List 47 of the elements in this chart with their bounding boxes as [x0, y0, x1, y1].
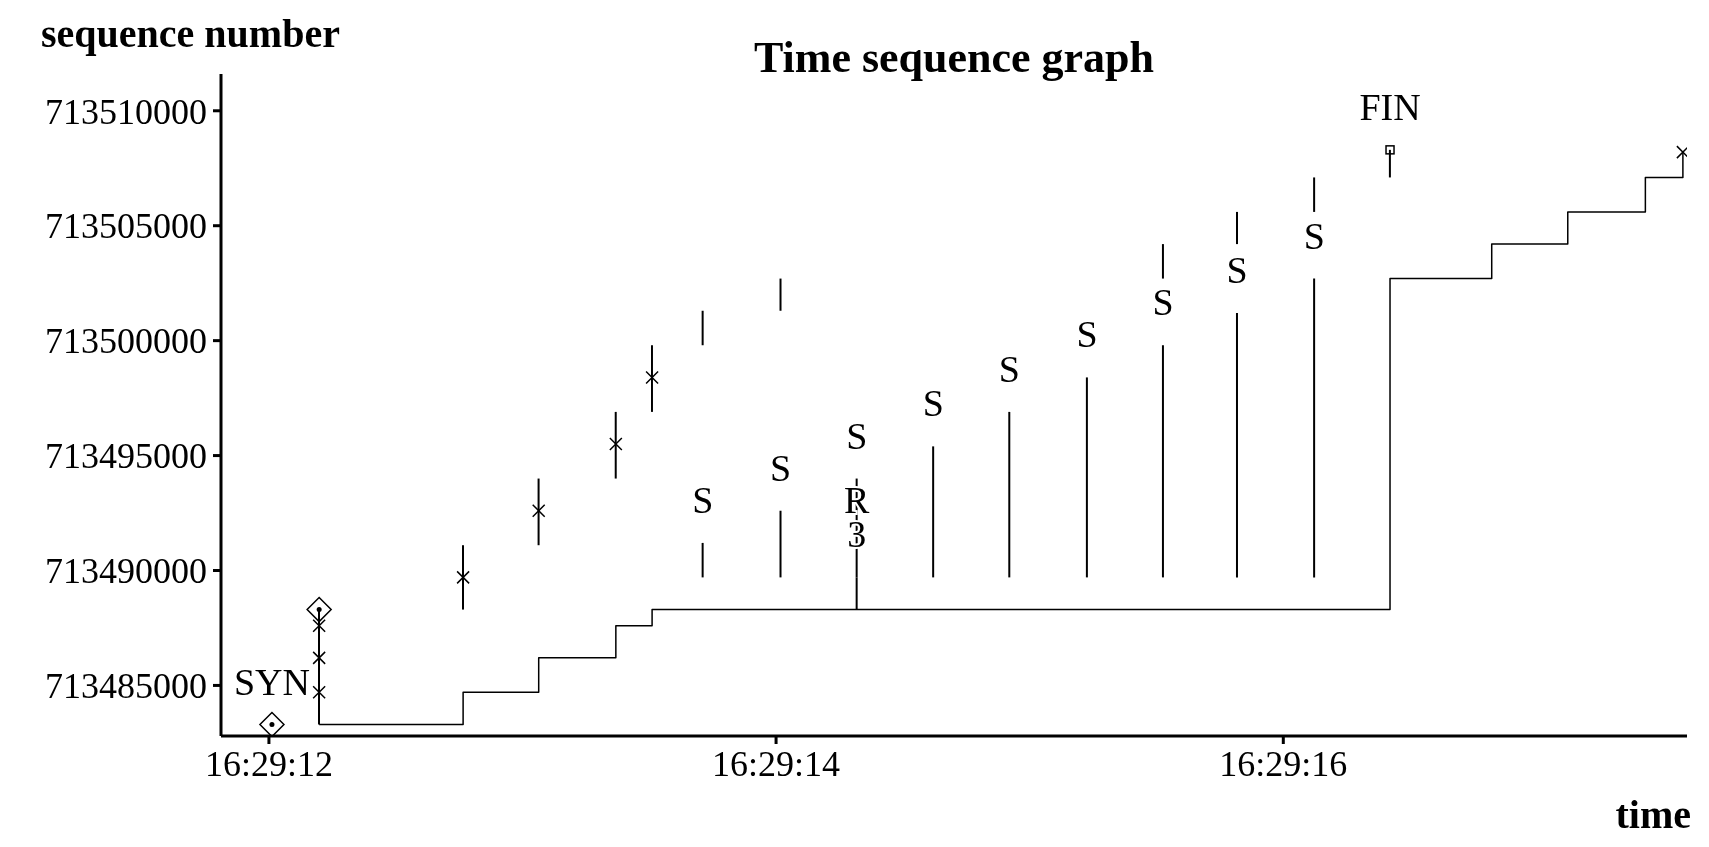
y-tick-label: 713510000: [45, 91, 207, 132]
point: [531, 503, 546, 518]
point: [312, 651, 326, 665]
bar: [701, 542, 704, 578]
annotation: S: [1226, 249, 1248, 292]
y-tick-label: 713500000: [45, 321, 207, 362]
x-tick-label: 16:29:14: [712, 743, 841, 784]
annotation: S: [692, 478, 714, 521]
point: [609, 437, 623, 451]
chart-title: Time sequence graph: [753, 33, 1155, 82]
annotation: SYN: [233, 660, 310, 703]
annotation: S: [922, 382, 944, 425]
bar: [1235, 211, 1238, 245]
annotation: S: [1076, 313, 1098, 356]
x-axis-title: time: [1615, 791, 1691, 838]
point: [312, 685, 326, 700]
bar: [1313, 278, 1316, 578]
bar: [1235, 313, 1238, 578]
point: [312, 618, 326, 633]
x-tick-label: 16:29:16: [1219, 743, 1348, 784]
y-tick-label: 713485000: [45, 666, 207, 707]
bar: [1085, 377, 1088, 578]
point: [259, 711, 285, 736]
y-tick-label: 713490000: [45, 551, 207, 592]
y-tick-label: 713505000: [45, 206, 207, 247]
y-axis-title: sequence number: [41, 10, 340, 57]
bar: [779, 278, 782, 311]
point: [456, 570, 470, 585]
bar: [1313, 177, 1316, 212]
annotation: S: [998, 347, 1020, 390]
bar: [1161, 345, 1164, 578]
annotation: FIN: [1359, 85, 1421, 128]
bar: [779, 510, 782, 578]
y-tick-label: 713495000: [45, 436, 207, 477]
bar: [701, 310, 704, 346]
bar: [1161, 244, 1164, 279]
point: [645, 370, 659, 385]
annotation: S: [770, 446, 792, 489]
bar: [1008, 411, 1011, 578]
bar: [1388, 149, 1391, 178]
annotation: S: [1303, 214, 1325, 257]
bar: [932, 446, 935, 578]
x-tick-label: 16:29:12: [204, 743, 333, 784]
point: [1385, 145, 1395, 155]
annotation: S: [1152, 281, 1174, 324]
annotation: S: [846, 414, 868, 457]
point: [306, 596, 332, 623]
